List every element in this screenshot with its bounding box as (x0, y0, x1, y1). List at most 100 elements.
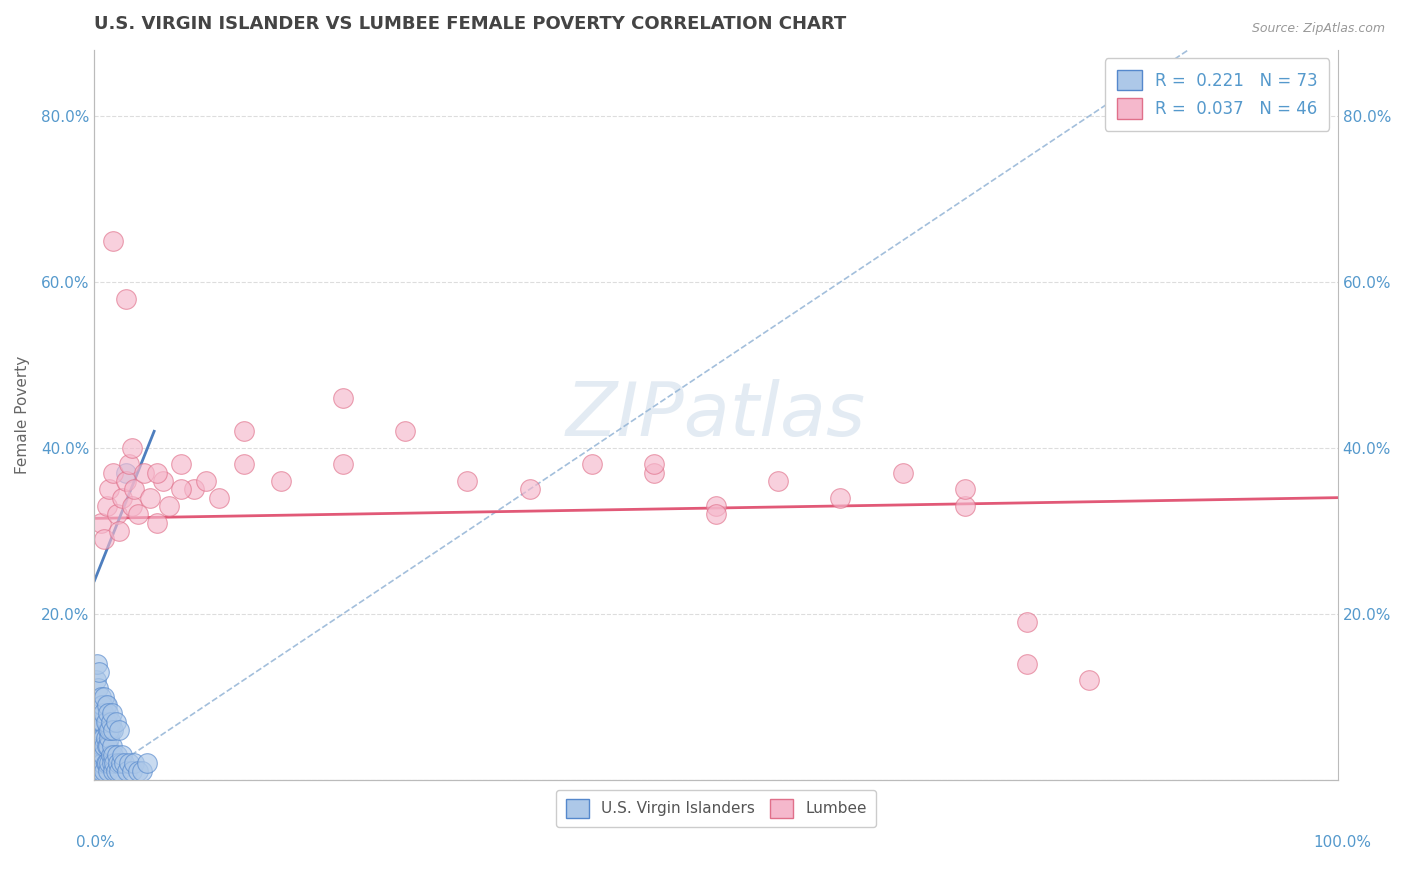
Point (94, 756, 117, 770)
Point (270, 474, 292, 488)
Point (953, 483, 976, 497)
Point (208, 491, 231, 505)
Point (93, 532, 115, 546)
Point (90, 690, 112, 704)
Point (84, 673, 107, 687)
Point (84, 747, 107, 762)
Point (89, 714, 111, 729)
Point (114, 466, 136, 480)
Text: 0.0%: 0.0% (76, 836, 115, 850)
Point (232, 458, 254, 472)
Point (98, 723, 121, 737)
Point (93, 764, 115, 779)
Point (121, 764, 143, 779)
Point (519, 483, 541, 497)
Point (90, 764, 112, 779)
Point (94, 698, 117, 712)
Point (104, 714, 127, 729)
Point (90, 516, 112, 530)
Point (122, 483, 145, 497)
Point (152, 474, 174, 488)
Point (96, 739, 118, 754)
Point (111, 491, 134, 505)
Point (1015, 657, 1038, 671)
Point (953, 499, 976, 513)
Point (108, 764, 131, 779)
Point (89, 756, 111, 770)
Point (1015, 615, 1038, 629)
Point (86, 657, 108, 671)
Point (90, 756, 112, 770)
Point (643, 458, 665, 472)
Point (135, 756, 157, 770)
Point (97, 706, 120, 721)
Point (97, 723, 120, 737)
Point (96, 756, 118, 770)
Text: U.S. VIRGIN ISLANDER VS LUMBEE FEMALE POVERTY CORRELATION CHART: U.S. VIRGIN ISLANDER VS LUMBEE FEMALE PO… (94, 15, 846, 33)
Point (87, 723, 110, 737)
Point (98, 731, 121, 746)
Point (456, 474, 478, 488)
Point (105, 747, 128, 762)
Point (90, 747, 112, 762)
Point (1078, 673, 1101, 687)
Point (145, 466, 167, 480)
Point (94, 714, 117, 729)
Point (127, 764, 149, 779)
Point (891, 466, 914, 480)
Point (134, 466, 156, 480)
Point (157, 499, 180, 513)
Text: 100.0%: 100.0% (1313, 836, 1372, 850)
Point (101, 234, 124, 248)
Point (332, 458, 354, 472)
Point (145, 516, 167, 530)
Point (89, 739, 111, 754)
Point (101, 747, 124, 762)
Point (91, 706, 114, 721)
Point (581, 458, 603, 472)
Point (170, 483, 193, 497)
Point (84, 764, 107, 779)
Point (183, 483, 205, 497)
Point (108, 723, 131, 737)
Point (90, 739, 112, 754)
Point (195, 474, 218, 488)
Point (93, 739, 115, 754)
Point (86, 756, 108, 770)
Point (115, 764, 138, 779)
Point (98, 756, 121, 770)
Y-axis label: Female Poverty: Female Poverty (15, 356, 30, 474)
Point (101, 706, 124, 721)
Point (394, 425, 416, 439)
Point (108, 524, 131, 538)
Point (90, 714, 112, 729)
Point (112, 756, 135, 770)
Point (93, 690, 115, 704)
Point (100, 714, 122, 729)
Point (96, 499, 118, 513)
Point (118, 756, 141, 770)
Point (114, 292, 136, 306)
Point (111, 747, 134, 762)
Point (86, 772, 108, 787)
Point (110, 756, 132, 770)
Point (93, 706, 115, 721)
Point (87, 681, 110, 696)
Point (121, 499, 143, 513)
Point (131, 764, 153, 779)
Point (90, 731, 112, 746)
Point (101, 756, 124, 770)
Text: Source: ZipAtlas.com: Source: ZipAtlas.com (1251, 22, 1385, 36)
Point (96, 714, 118, 729)
Point (96, 698, 118, 712)
Point (118, 458, 141, 472)
Point (114, 474, 136, 488)
Point (139, 491, 162, 505)
Point (101, 723, 124, 737)
Point (100, 747, 122, 762)
Point (232, 425, 254, 439)
Text: ZIPatlas: ZIPatlas (567, 379, 866, 450)
Point (121, 441, 143, 455)
Point (97, 739, 120, 754)
Legend: U.S. Virgin Islanders, Lumbee: U.S. Virgin Islanders, Lumbee (557, 789, 876, 827)
